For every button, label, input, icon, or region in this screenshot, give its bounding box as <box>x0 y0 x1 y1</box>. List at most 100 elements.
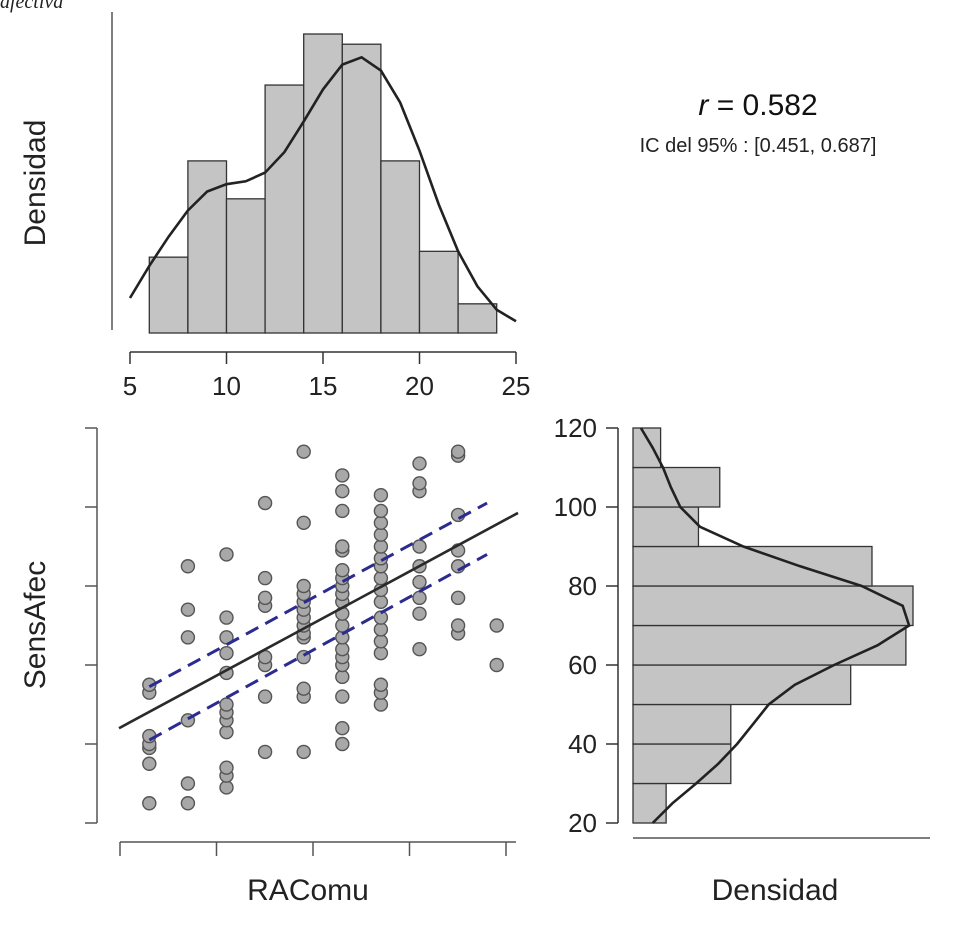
top-x-tick-label: 25 <box>502 371 531 401</box>
scatter-point <box>412 590 427 606</box>
confidence-interval: IC del 95% : [0.451, 0.687] <box>640 135 877 157</box>
scatter-point <box>296 578 311 594</box>
right-y-tick-label: 60 <box>568 650 597 680</box>
scatter-point <box>335 689 350 704</box>
right-hist-bar <box>632 703 732 745</box>
top-x-tick-label: 10 <box>212 371 241 401</box>
scatter-point <box>335 669 350 685</box>
scatter-point <box>373 515 389 530</box>
scatter-point <box>335 721 350 736</box>
right-y-tick-label: 40 <box>568 729 597 759</box>
scatter-point <box>373 645 389 661</box>
scatter-point <box>373 594 389 609</box>
scatter-point <box>257 590 273 606</box>
top-hist-bar <box>148 256 189 334</box>
right-y-tick-label: 100 <box>554 492 597 522</box>
scatter-point <box>142 796 157 811</box>
top-histogram-ylabel: Densidad <box>19 120 52 247</box>
scatter-point <box>219 780 234 795</box>
scatter-ylabel: SensAfec <box>19 561 52 689</box>
scatter-point <box>373 634 389 649</box>
scatter-point <box>180 776 196 791</box>
scatter-point <box>489 618 504 633</box>
right-hist-bar <box>632 427 662 469</box>
scatter-point <box>412 642 427 657</box>
top-hist-bar <box>303 33 343 334</box>
scatter-point <box>296 444 311 459</box>
top-x-tick-label: 5 <box>123 371 137 401</box>
ci-lower-line <box>148 553 488 742</box>
scatter-point <box>180 796 196 811</box>
scatter-point <box>335 484 350 499</box>
right-hist-bar <box>632 585 914 627</box>
scatter-point <box>257 744 273 760</box>
scatter-point <box>219 760 234 775</box>
scatter-point <box>180 559 196 574</box>
scatter-point <box>373 503 389 519</box>
top-hist-bar <box>225 198 266 334</box>
top-density-curve <box>128 55 517 323</box>
scatter-point <box>219 697 234 712</box>
right-hist-bar <box>632 545 873 587</box>
right-hist-bar <box>632 782 667 824</box>
scatter-point <box>335 503 350 519</box>
scatter-point <box>335 539 350 554</box>
scatter-point <box>296 681 311 696</box>
top-x-tick-label: 20 <box>405 371 434 401</box>
top-x-tick-label: 15 <box>309 371 338 401</box>
top-histogram: 5 10 15 20 25 Densidad <box>19 12 530 401</box>
scatter-point <box>335 563 350 578</box>
scatter-point <box>257 495 273 511</box>
correlation-stats: r = 0.582 IC del 95% : [0.451, 0.687] <box>640 89 877 157</box>
top-hist-bar <box>457 303 498 334</box>
scatter-point <box>373 697 389 712</box>
scatter-point <box>373 570 389 586</box>
right-hist-bar <box>632 624 907 666</box>
scatter-point <box>142 756 157 771</box>
figure-caption: afectiva <box>0 0 63 13</box>
top-hist-bar <box>341 43 382 334</box>
right-density-curve <box>639 427 911 824</box>
right-hist-bar <box>632 664 852 706</box>
right-y-tick-label: 120 <box>554 413 597 443</box>
scatter-point <box>489 657 504 673</box>
scatter-plot: RAComu SensAfec <box>19 427 519 907</box>
scatter-point <box>296 515 311 530</box>
scatter-point <box>296 744 311 760</box>
scatter-point <box>450 590 466 606</box>
scatter-point <box>257 570 273 586</box>
scatter-point <box>373 527 389 542</box>
right-hist-bar <box>632 506 700 548</box>
scatter-point <box>373 677 389 692</box>
correlation-r: r = 0.582 <box>698 89 817 122</box>
right-histogram-xlabel: Densidad <box>712 874 839 907</box>
r-value: = 0.582 <box>708 89 817 122</box>
scatter-point <box>335 468 350 483</box>
scatter-point <box>219 645 234 661</box>
top-hist-bar <box>418 250 459 334</box>
scatter-point <box>335 736 350 752</box>
top-hist-bar <box>264 84 305 334</box>
scatter-point <box>373 539 389 554</box>
regression-line <box>118 511 519 730</box>
scatter-point <box>180 630 196 645</box>
ci-upper-line <box>148 501 488 689</box>
scatter-point <box>373 622 389 637</box>
scatter-point <box>219 724 234 740</box>
scatter-point <box>335 642 350 657</box>
scatter-xlabel: RAComu <box>247 874 369 907</box>
scatter-point <box>450 618 466 633</box>
scatter-point <box>412 476 427 491</box>
scatter-point <box>412 606 427 621</box>
scatter-point <box>412 574 427 590</box>
scatter-point <box>219 547 234 562</box>
scatter-point <box>219 610 234 625</box>
right-histogram: 20 40 60 80 100 120 Densidad <box>554 413 930 907</box>
scatter-point <box>373 487 389 503</box>
scatter-point <box>257 689 273 704</box>
right-y-tick-label: 80 <box>568 571 597 601</box>
right-y-tick-label: 20 <box>568 808 597 838</box>
scatter-point <box>180 602 196 617</box>
top-hist-bar <box>380 160 421 334</box>
